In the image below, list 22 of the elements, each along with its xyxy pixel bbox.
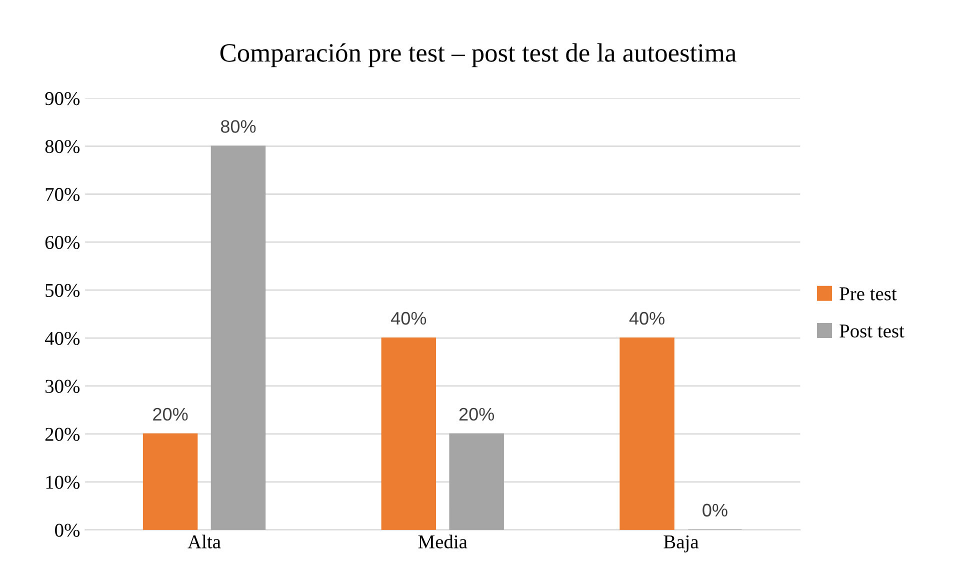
data-label: 20% xyxy=(459,408,494,421)
y-tick-label: 10% xyxy=(46,476,80,489)
y-tick-label: 20% xyxy=(45,428,80,441)
chart-title: Comparación pre test – post test de la autoestima xyxy=(220,43,736,68)
y-tick-label: 80% xyxy=(45,140,80,154)
y-tick-label: 0% xyxy=(55,524,80,537)
data-label: 40% xyxy=(391,312,426,325)
y-tick-label: 60% xyxy=(45,236,80,250)
y-tick-label: 70% xyxy=(46,188,80,202)
y-tick-label: 90% xyxy=(45,92,80,106)
data-label: 20% xyxy=(153,408,188,421)
x-tick-label: Alta xyxy=(188,534,221,548)
legend-label: Post test xyxy=(840,324,904,338)
data-label: 80% xyxy=(220,120,256,133)
y-tick-label: 40% xyxy=(44,332,80,346)
y-tick-label: 50% xyxy=(46,284,80,298)
x-tick-label: Media xyxy=(418,534,468,548)
legend-label: Pre test xyxy=(840,287,897,300)
data-label: 0% xyxy=(702,504,728,517)
y-tick-label: 30% xyxy=(46,380,80,393)
data-label: 40% xyxy=(629,312,664,325)
x-tick-label: Baja xyxy=(664,535,699,552)
